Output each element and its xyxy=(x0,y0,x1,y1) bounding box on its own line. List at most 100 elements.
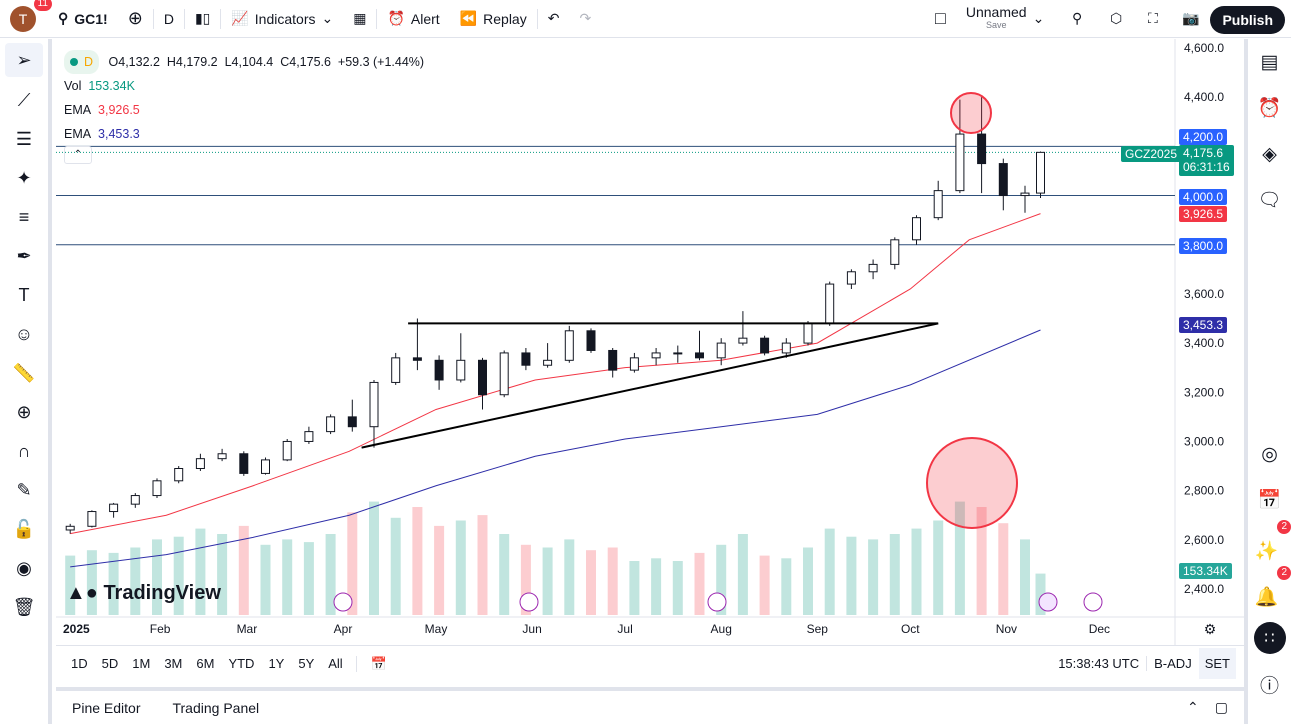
magnet-icon[interactable]: ∩ xyxy=(17,441,31,461)
tab-trading-panel[interactable]: Trading Panel xyxy=(172,699,260,716)
quick-search-button[interactable]: ⚲ xyxy=(1062,0,1092,38)
maximize-icon[interactable]: ▢ xyxy=(1214,699,1228,715)
range-6m[interactable]: 6M xyxy=(196,656,215,671)
candle-body xyxy=(912,217,921,241)
badj-toggle[interactable]: B-ADJ xyxy=(1146,656,1199,671)
compare-button[interactable]: ⊕ xyxy=(118,0,153,38)
range-bar: 1D 5D 1M 3M 6M YTD 1Y 5Y All 📅 15:38:43 … xyxy=(56,645,1244,681)
apps-icon[interactable]: ∷ xyxy=(1248,615,1291,661)
pencil-lock-icon[interactable]: ✎ xyxy=(16,480,32,500)
watchlist-icon[interactable]: ▤ xyxy=(1260,51,1279,73)
chevron-up-icon[interactable]: ⌃ xyxy=(1187,699,1199,715)
volume-bar xyxy=(455,520,466,615)
text-icon[interactable]: T xyxy=(18,285,30,305)
alerts-badge: 2 xyxy=(1277,566,1291,580)
alerts-clock-icon[interactable]: ⏰ xyxy=(1257,98,1282,119)
zoom-in-icon[interactable]: ⊕ xyxy=(16,402,32,422)
volume-bar xyxy=(803,547,813,615)
time-tick: Feb xyxy=(150,622,171,636)
candle-body xyxy=(499,352,509,396)
chevron-down-icon: ⌄ xyxy=(321,10,334,26)
indicators-button[interactable]: 📈 Indicators ⌄ xyxy=(221,0,343,38)
plus-circle-icon: ⊕ xyxy=(127,8,143,28)
fullscreen-button[interactable]: ⛶ xyxy=(1138,0,1168,38)
range-5y[interactable]: 5Y xyxy=(298,656,315,671)
symbol-search[interactable]: ⚲ GC1! xyxy=(48,0,118,38)
range-3m[interactable]: 3M xyxy=(164,656,183,671)
settings-button[interactable]: ⬡ xyxy=(1100,0,1132,38)
snapshot-button[interactable]: 📷 xyxy=(1172,0,1209,38)
legend-open: O4,132.2 xyxy=(108,55,160,69)
tab-pine-editor[interactable]: Pine Editor xyxy=(72,699,141,716)
volume-bar xyxy=(564,539,575,615)
emoji-icon[interactable]: ☺ xyxy=(14,324,34,344)
volume-bar xyxy=(347,512,358,615)
interval-button[interactable]: D xyxy=(154,0,184,38)
brush-icon[interactable]: ✒ xyxy=(16,246,32,266)
interval-label: D xyxy=(163,10,174,27)
layers-icon[interactable]: ◈ xyxy=(1262,143,1277,165)
alert-button[interactable]: ⏰ Alert xyxy=(377,0,449,38)
lock-icon[interactable]: 🔓 xyxy=(12,519,36,539)
candle-body xyxy=(955,133,965,192)
candle-body xyxy=(977,133,987,165)
session-toggle[interactable]: SET xyxy=(1198,648,1236,679)
redo-button[interactable]: ↷ xyxy=(569,0,601,38)
volume-bar xyxy=(238,525,249,615)
tradingview-logo[interactable]: ▲● TradingView xyxy=(66,582,221,605)
time-tick: Mar xyxy=(237,622,258,636)
chart-type-button[interactable]: ▮▯ xyxy=(185,0,220,38)
target-icon[interactable]: ◎ xyxy=(1261,443,1278,465)
templates-button[interactable]: ▦ xyxy=(343,0,376,38)
candle-body xyxy=(673,352,683,355)
ruler-icon[interactable]: 📏 xyxy=(12,363,36,383)
candle-body xyxy=(109,503,119,513)
help-icon[interactable]: ⓘ xyxy=(1259,675,1279,697)
pattern-icon[interactable]: ✦ xyxy=(16,168,32,188)
gear-icon: ⬡ xyxy=(1110,10,1123,26)
utc-clock[interactable]: 15:38:43 UTC xyxy=(1058,656,1140,671)
collapse-legend-button[interactable]: ⌃ xyxy=(64,146,92,164)
ideas-icon[interactable]: ✨ 2 xyxy=(1248,520,1291,569)
avatar[interactable]: T 11 xyxy=(10,0,52,32)
range-1y[interactable]: 1Y xyxy=(268,656,285,671)
volume-bar xyxy=(911,528,922,615)
chat-icon[interactable]: 🗨 xyxy=(1257,190,1282,211)
replay-button[interactable]: ⏪ Replay xyxy=(450,0,537,38)
rewind-icon: ⏪ xyxy=(459,10,478,26)
volume-bar xyxy=(933,520,944,615)
price-tick: 3,400.0 xyxy=(1184,336,1224,350)
time-tick: Jun xyxy=(522,622,541,636)
publish-button[interactable]: Publish xyxy=(1210,6,1285,34)
range-1d[interactable]: 1D xyxy=(71,656,88,671)
eye-icon[interactable]: ◉ xyxy=(16,558,32,578)
range-1m[interactable]: 1M xyxy=(132,656,151,671)
calendar-icon[interactable]: 📅 xyxy=(1257,490,1282,511)
divider xyxy=(183,8,185,29)
undo-icon: ↶ xyxy=(547,10,560,26)
price-chart[interactable]: 2,400.0 2,600.0 2,800.0 3,000.0 3,200.0 3,400… xyxy=(56,39,1244,645)
event-marker-icon xyxy=(1083,592,1103,612)
time-tick: Jul xyxy=(617,622,632,636)
replay-label: Replay xyxy=(483,10,527,27)
notifications-icon[interactable]: 🔔 2 xyxy=(1248,566,1291,615)
ema-fast-price-label: 3,926.5 xyxy=(1179,206,1228,222)
range-ytd[interactable]: YTD xyxy=(228,656,255,671)
forecast-icon[interactable]: ≡ xyxy=(18,207,30,227)
cursor-icon[interactable]: ➢ xyxy=(5,43,43,77)
trash-icon[interactable]: 🗑 xyxy=(12,597,36,617)
layout-button[interactable]: □ Unnamed Save ⌄ xyxy=(925,0,1054,38)
volume-bar xyxy=(629,561,640,615)
volume-bar xyxy=(369,501,379,615)
goto-date-icon[interactable]: 📅 xyxy=(355,655,394,672)
range-5d[interactable]: 5D xyxy=(101,656,119,671)
range-all[interactable]: All xyxy=(328,656,343,671)
fib-icon[interactable]: ☰ xyxy=(15,129,33,149)
trendline-icon[interactable]: ⟋ xyxy=(17,90,31,110)
volume-bar xyxy=(737,534,748,615)
candle-body xyxy=(651,352,661,359)
candle-body xyxy=(434,359,444,381)
price-tick: 3,000.0 xyxy=(1184,434,1224,448)
undo-button[interactable]: ↶ xyxy=(538,0,570,38)
candle-body xyxy=(195,458,205,470)
